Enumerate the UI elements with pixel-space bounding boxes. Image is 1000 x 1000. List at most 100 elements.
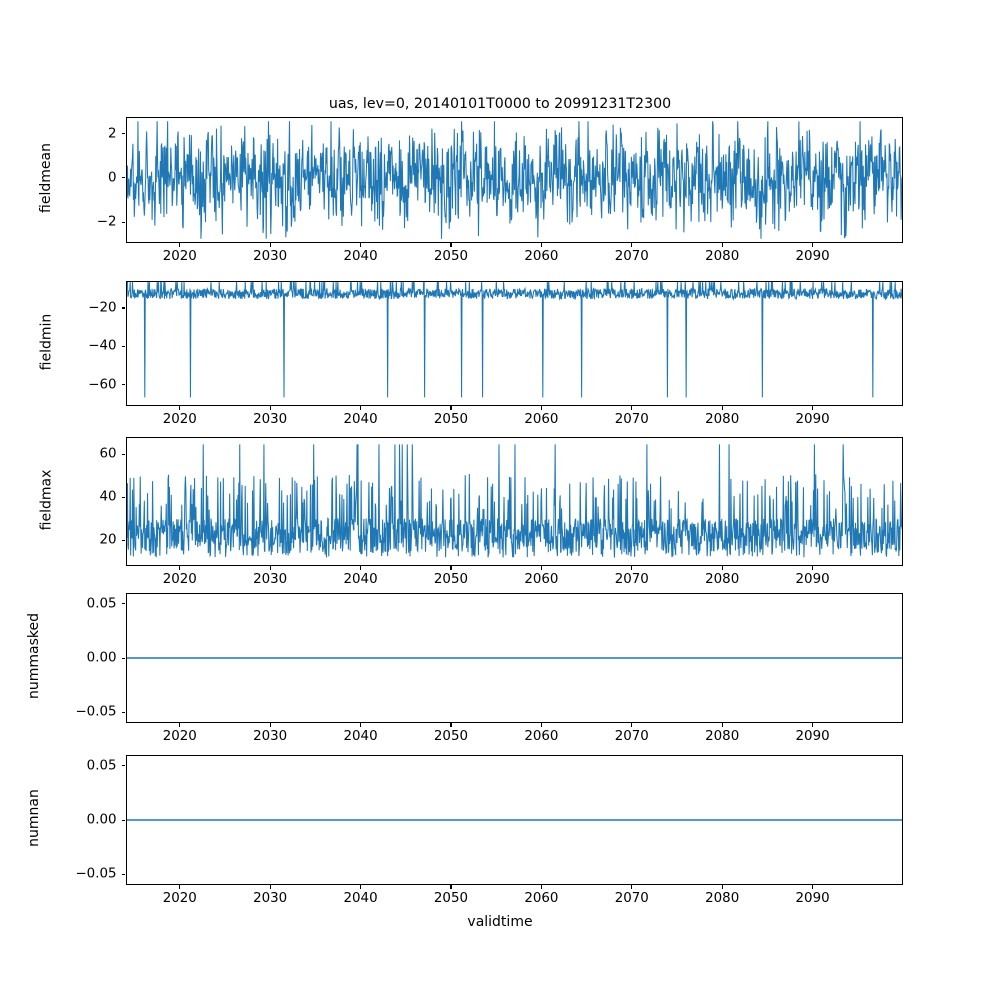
x-tick-label: 2030	[253, 249, 288, 264]
x-tick-label: 2080	[705, 572, 740, 587]
y-tick-mark	[121, 603, 126, 605]
x-tick-mark	[540, 885, 542, 889]
x-tick-mark	[721, 566, 723, 570]
x-tick-mark	[269, 243, 271, 247]
x-tick-label: 2080	[705, 249, 740, 264]
x-tick-label: 2090	[795, 572, 830, 587]
x-tick-label: 2090	[795, 891, 830, 906]
x-tick-label: 2050	[433, 412, 468, 427]
plot-panel-fieldmin	[125, 281, 903, 406]
y-tick-label: −60	[88, 377, 117, 393]
x-tick-mark	[360, 566, 362, 570]
x-tick-label: 2030	[253, 572, 288, 587]
x-tick-label: 2020	[162, 729, 197, 744]
x-tick-mark	[360, 406, 362, 410]
x-tick-mark	[540, 723, 542, 727]
x-tick-mark	[450, 243, 452, 247]
x-tick-label: 2050	[433, 249, 468, 264]
y-tick-mark	[121, 819, 126, 821]
y-tick-label: 0.05	[86, 758, 117, 774]
y-tick-mark	[121, 453, 126, 455]
plot-panel-fieldmean	[125, 117, 903, 243]
y-tick-label: 20	[99, 532, 117, 548]
x-tick-mark	[269, 885, 271, 889]
x-tick-mark	[721, 885, 723, 889]
y-tick-label: 0.05	[86, 596, 117, 612]
y-tick-label: 40	[99, 489, 117, 505]
y-tick-label: 0.00	[86, 812, 117, 828]
x-tick-mark	[631, 566, 633, 570]
x-tick-label: 2020	[162, 572, 197, 587]
y-tick-label: 0	[107, 170, 117, 186]
plot-panel-fieldmax	[125, 437, 903, 566]
x-tick-mark	[721, 243, 723, 247]
x-tick-label: 2070	[614, 729, 649, 744]
y-tick-label: −0.05	[75, 704, 117, 720]
x-tick-label: 2060	[524, 249, 559, 264]
x-tick-mark	[812, 406, 814, 410]
y-tick-mark	[121, 496, 126, 498]
x-tick-label: 2030	[253, 412, 288, 427]
x-tick-label: 2060	[524, 572, 559, 587]
x-tick-mark	[269, 723, 271, 727]
data-line-fieldmax	[127, 444, 903, 557]
x-tick-label: 2080	[705, 729, 740, 744]
y-tick-label: −0.05	[75, 866, 117, 882]
x-tick-mark	[450, 566, 452, 570]
chart-title: uas, lev=0, 20140101T0000 to 20991231T23…	[328, 96, 672, 112]
data-line-fieldmean	[127, 121, 903, 238]
x-tick-label: 2040	[343, 412, 378, 427]
x-tick-mark	[812, 566, 814, 570]
x-tick-mark	[812, 243, 814, 247]
x-tick-mark	[812, 885, 814, 889]
x-tick-label: 2040	[343, 729, 378, 744]
y-tick-label: −2	[96, 214, 117, 230]
y-tick-mark	[121, 765, 126, 767]
y-tick-mark	[121, 657, 126, 659]
y-tick-mark	[121, 307, 126, 309]
x-tick-mark	[450, 723, 452, 727]
y-tick-mark	[121, 177, 126, 179]
x-tick-label: 2020	[162, 891, 197, 906]
y-tick-mark	[121, 711, 126, 713]
x-tick-label: 2030	[253, 729, 288, 744]
x-tick-label: 2060	[524, 412, 559, 427]
plot-panel-numnan	[125, 755, 903, 885]
y-tick-mark	[121, 384, 126, 386]
x-tick-mark	[540, 566, 542, 570]
x-tick-label: 2070	[614, 412, 649, 427]
x-tick-mark	[631, 406, 633, 410]
x-tick-mark	[360, 243, 362, 247]
x-tick-label: 2080	[705, 891, 740, 906]
x-tick-mark	[360, 723, 362, 727]
y-tick-label: 0.00	[86, 650, 117, 666]
x-tick-label: 2090	[795, 249, 830, 264]
x-tick-label: 2070	[614, 891, 649, 906]
x-tick-mark	[721, 406, 723, 410]
y-tick-mark	[121, 133, 126, 135]
x-tick-label: 2040	[343, 572, 378, 587]
x-tick-mark	[179, 885, 181, 889]
x-tick-mark	[450, 406, 452, 410]
x-tick-label: 2040	[343, 249, 378, 264]
x-tick-mark	[631, 885, 633, 889]
x-tick-mark	[179, 243, 181, 247]
x-tick-label: 2070	[614, 572, 649, 587]
x-tick-label: 2050	[433, 729, 468, 744]
y-tick-label: −40	[88, 338, 117, 354]
x-tick-mark	[540, 243, 542, 247]
x-tick-mark	[179, 723, 181, 727]
x-tick-label: 2050	[433, 572, 468, 587]
y-tick-mark	[121, 221, 126, 223]
x-tick-mark	[540, 406, 542, 410]
x-axis-label: validtime	[467, 914, 533, 930]
x-tick-label: 2030	[253, 891, 288, 906]
y-tick-label: 60	[99, 446, 117, 462]
x-tick-mark	[631, 243, 633, 247]
x-tick-label: 2090	[795, 412, 830, 427]
x-tick-label: 2090	[795, 729, 830, 744]
x-tick-mark	[179, 406, 181, 410]
x-tick-label: 2020	[162, 249, 197, 264]
x-tick-mark	[360, 885, 362, 889]
